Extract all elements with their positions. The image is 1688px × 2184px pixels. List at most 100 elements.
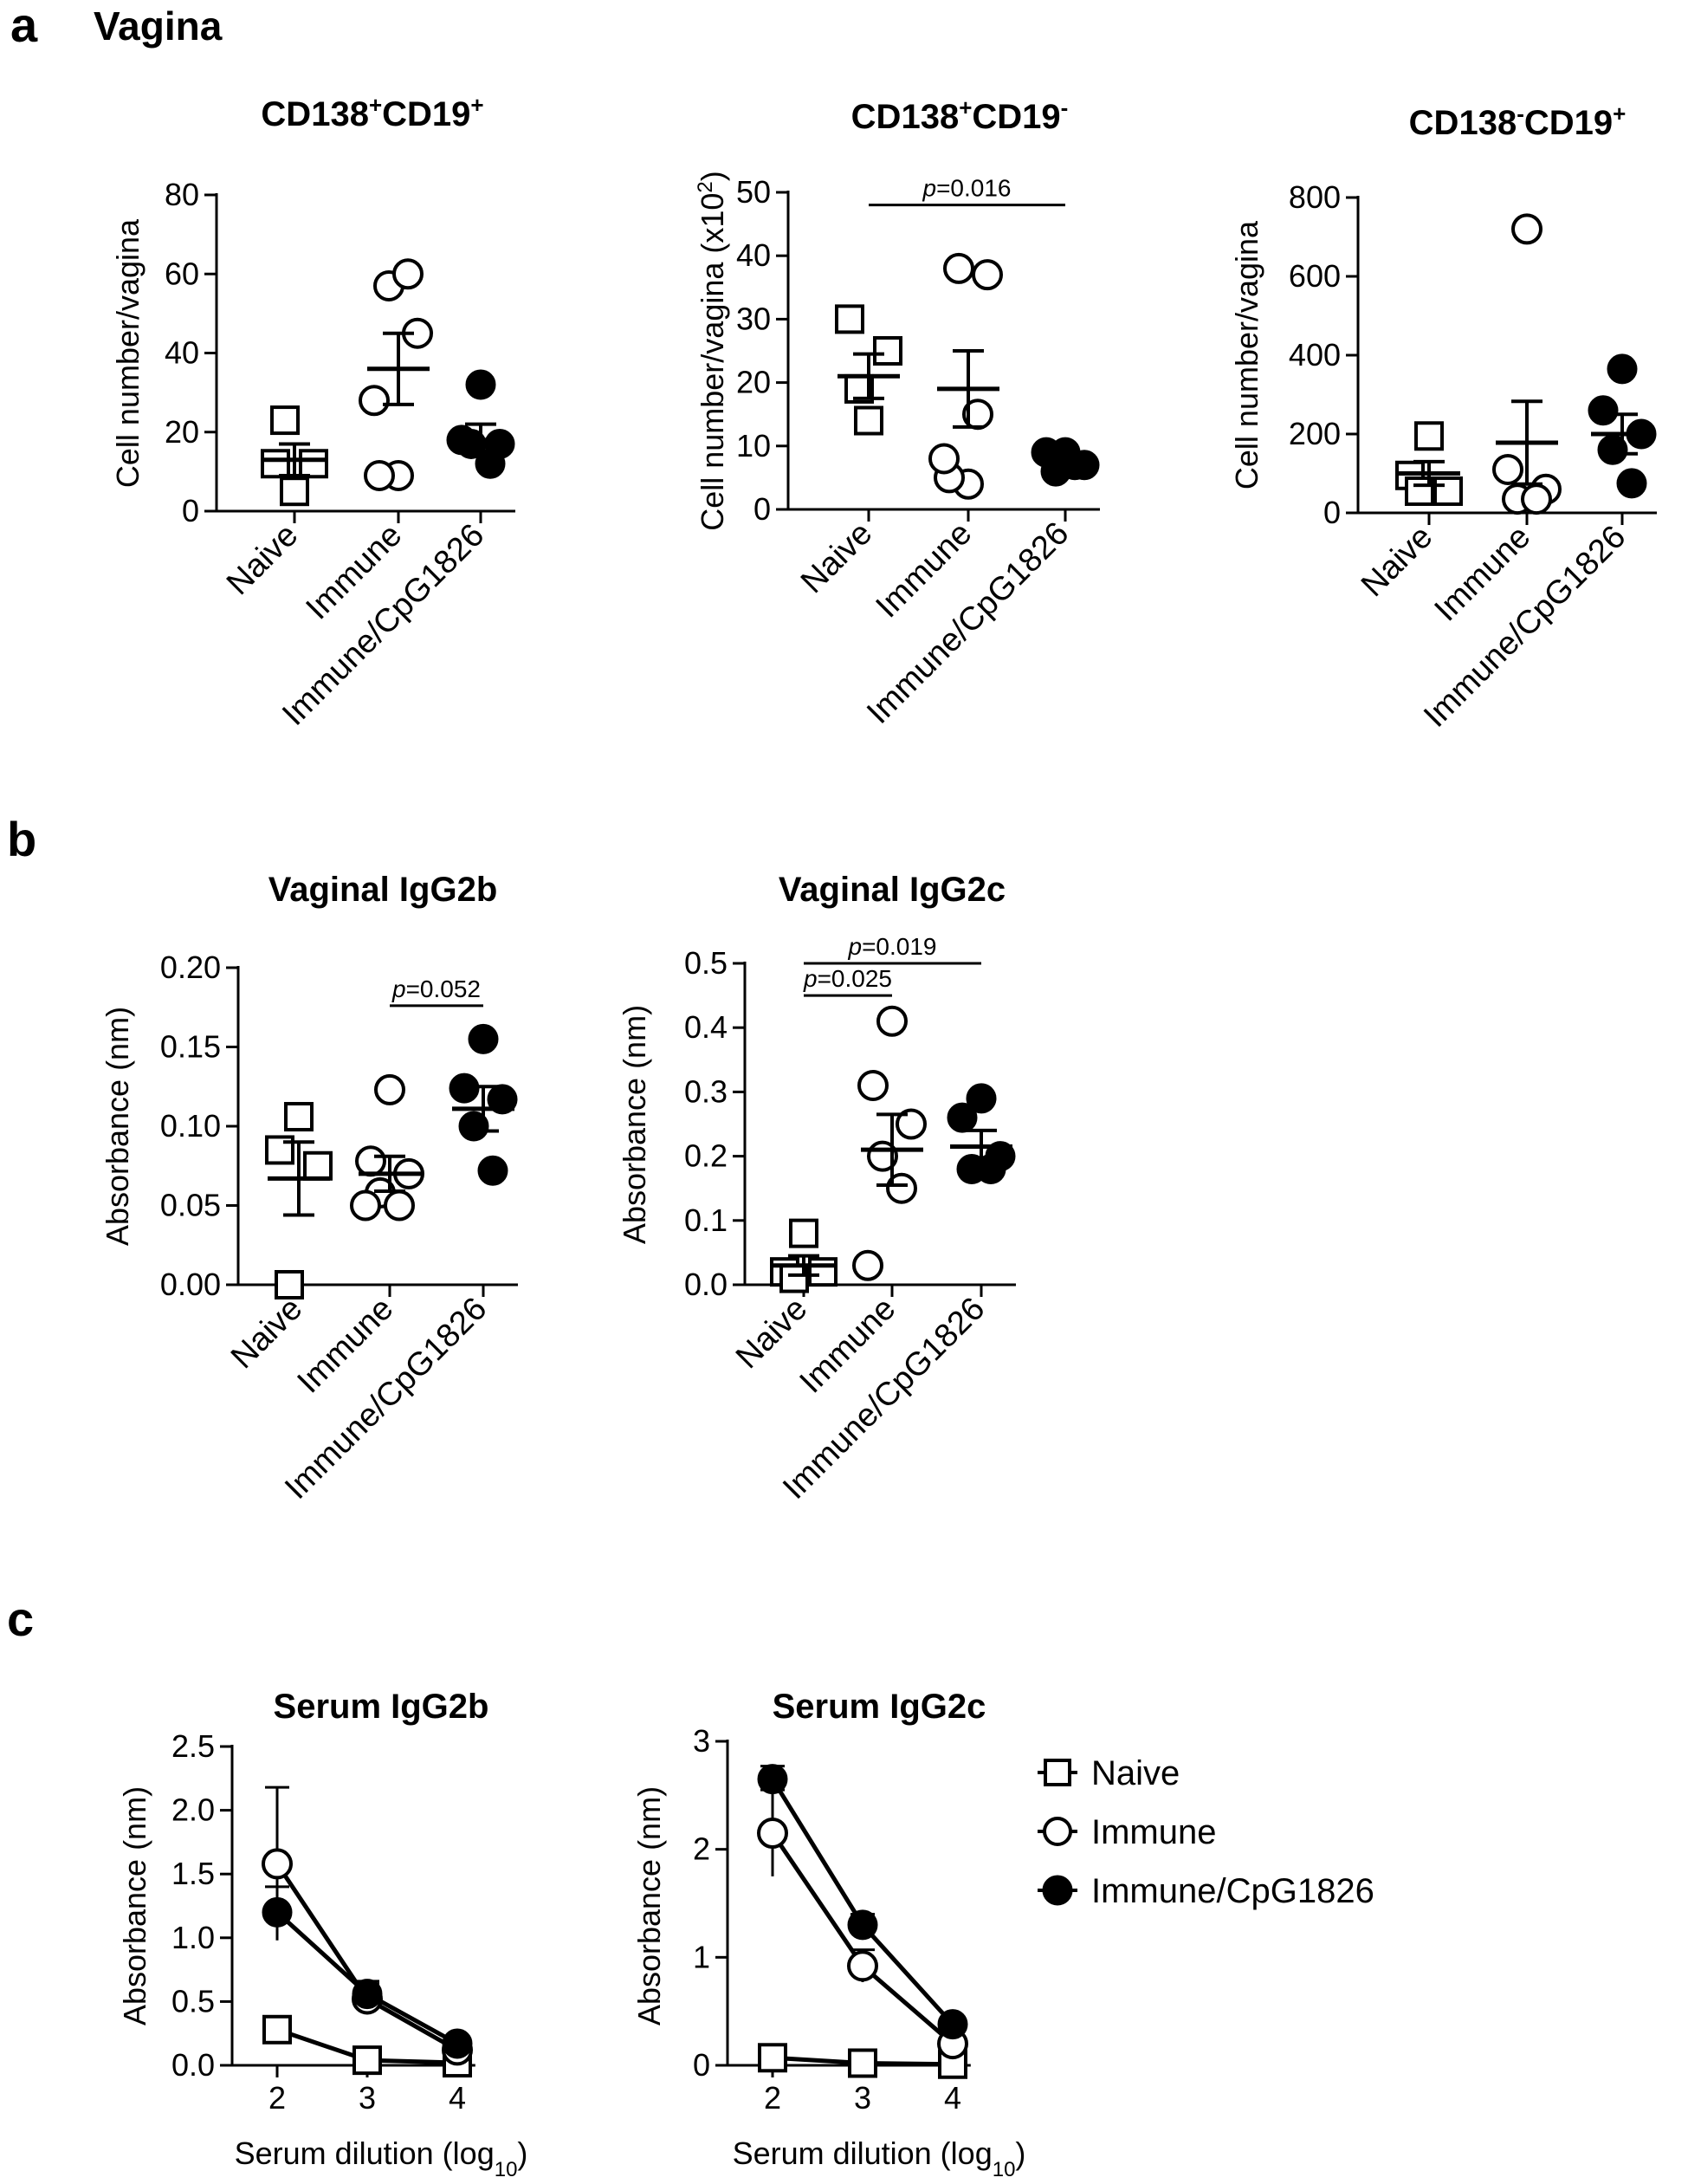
data-point-naive: [758, 2043, 787, 2073]
data-point-naive: [280, 476, 309, 507]
chart-vaginal-igg2c: Vaginal IgG2c Absorbance (nm) 0.0 0.1 0.2 0.3…: [617, 871, 1016, 1507]
y-axis-label: Cell number/vagina: [110, 218, 146, 488]
data-point-naive: [270, 405, 300, 436]
circle-open-icon: [1043, 1817, 1072, 1846]
chart-title: CD138+CD19-: [851, 94, 1069, 136]
panel-label-a: a: [10, 0, 38, 52]
x-tick-label: 4: [944, 2080, 961, 2116]
chart-cd138neg-cd19pos: CD138-CD19+ Cell number/vagina 0 200 400 600 8…: [1229, 100, 1657, 735]
data-point-immune-cpg1826: [487, 1084, 518, 1115]
data-point-immune: [1521, 483, 1552, 515]
data-point-naive: [848, 2048, 877, 2078]
chart-cd138pos-cd19neg: CD138+CD19- Cell number/vagina (x102) 0 10 2…: [694, 94, 1100, 731]
data-point-immune: [374, 1073, 405, 1105]
y-tick-label: 10: [736, 428, 771, 463]
panel-a-heading: Vagina: [94, 3, 223, 49]
y-tick-label: 1.0: [171, 1920, 215, 1955]
panel-label-c: c: [7, 1591, 34, 1646]
y-axis-label: Absorbance (nm): [617, 1005, 652, 1244]
y-tick-label: 80: [165, 177, 199, 212]
data-point-immune: [1511, 213, 1542, 245]
y-tick-label: 0.5: [171, 1983, 215, 2019]
y-tick-label: 3: [693, 1723, 710, 1759]
y-tick-label: 2.5: [171, 1728, 215, 1764]
p-value-label: p=0.052: [391, 975, 481, 1002]
y-tick-label: 600: [1289, 258, 1341, 294]
category-label-naive: Naive: [729, 1291, 814, 1376]
y-tick-label: 2.0: [171, 1792, 215, 1828]
chart-cd138pos-cd19pos: CD138+CD19+ Cell number/vagina 0 20 40 60 80 Na…: [110, 92, 515, 733]
p-value-label: p=0.025: [803, 965, 892, 992]
y-tick-label: 0.00: [160, 1267, 221, 1302]
y-tick-label: 0: [753, 491, 771, 527]
y-axis-label: Absorbance (nm): [100, 1007, 135, 1246]
data-point-naive: [352, 2045, 382, 2076]
chart-title: Vaginal IgG2c: [779, 871, 1006, 909]
y-axis-label: Absorbance (nm): [631, 1786, 667, 2025]
y-tick-label: 1.5: [171, 1856, 215, 1891]
data-point-naive: [303, 1150, 333, 1181]
y-tick-label: 1: [693, 1939, 710, 1974]
data-point-immune: [1492, 453, 1523, 485]
data-point-immune-cpg1826: [757, 1764, 788, 1795]
data-point-immune: [852, 1249, 883, 1281]
data-point-naive: [275, 1270, 304, 1299]
data-point-immune-cpg1826: [458, 1111, 489, 1142]
series-line-immune: [275, 1863, 459, 2052]
data-point-immune-cpg1826: [947, 1102, 978, 1133]
data-point-immune-cpg1826: [262, 1896, 293, 1928]
panel-label-b: b: [7, 812, 36, 866]
y-tick-label: 20: [165, 414, 199, 450]
data-point-immune: [972, 259, 1003, 291]
data-point-immune-cpg1826: [468, 1023, 499, 1054]
y-tick-label: 0.0: [171, 2047, 215, 2083]
data-point-immune: [757, 1817, 788, 1849]
y-tick-label: 0: [1323, 495, 1341, 530]
data-point-immune-cpg1826: [477, 1155, 508, 1186]
x-tick-label: 2: [764, 2080, 781, 2116]
chart-title: Serum IgG2b: [274, 1688, 489, 1726]
data-point-naive: [835, 304, 864, 334]
x-tick-label: 3: [854, 2080, 871, 2116]
legend-label-immune-cpg1826: Immune/CpG1826: [1091, 1872, 1374, 1910]
chart-title: CD138+CD19+: [261, 92, 483, 133]
data-point-naive: [1433, 476, 1463, 506]
y-tick-label: 50: [736, 174, 771, 210]
data-point-immune-cpg1826: [1607, 353, 1638, 385]
data-point-naive: [284, 1102, 314, 1132]
chart-serum-igg2b: Serum IgG2b Absorbance (nm) 0.0 0.5 1.0 1.5 2.…: [117, 1688, 527, 2181]
data-point-immune: [943, 252, 974, 284]
data-point-immune: [262, 1848, 293, 1880]
square-open-icon: [1044, 1759, 1071, 1786]
data-point-immune: [355, 1145, 386, 1177]
y-tick-label: 0.4: [684, 1009, 728, 1045]
y-tick-label: 400: [1289, 337, 1341, 373]
y-tick-label: 0.2: [684, 1138, 728, 1174]
y-tick-label: 200: [1289, 416, 1341, 451]
x-tick-label: 4: [449, 2080, 466, 2116]
category-label-naive: Naive: [1355, 519, 1439, 604]
legend-label-immune: Immune: [1091, 1813, 1217, 1851]
data-point-immune: [359, 385, 390, 417]
circle-filled-icon: [1042, 1875, 1073, 1906]
y-tick-label: 40: [165, 335, 199, 371]
data-point-immune-cpg1826: [966, 1083, 997, 1114]
y-tick-label: 0.1: [684, 1202, 728, 1238]
y-tick-label: 2: [693, 1831, 710, 1867]
data-point-immune: [364, 459, 395, 491]
category-label-naive: Naive: [220, 517, 305, 602]
category-label-naive: Naive: [224, 1291, 309, 1376]
chart-serum-igg2c: Serum IgG2c Absorbance (nm) 0 1 2 3 2 3 4 Serum d…: [631, 1688, 1025, 2181]
legend-item-immune-cpg1826: Immune/CpG1826: [1038, 1872, 1374, 1910]
chart-title: Vaginal IgG2b: [268, 871, 498, 909]
data-point-immune-cpg1826: [442, 2028, 473, 2059]
data-point-naive: [789, 1218, 818, 1248]
y-tick-label: 30: [736, 301, 771, 336]
data-point-immune-cpg1826: [847, 1909, 878, 1941]
y-tick-label: 800: [1289, 179, 1341, 215]
data-point-naive: [873, 336, 902, 366]
y-tick-label: 0.5: [684, 945, 728, 981]
data-point-immune: [857, 1069, 889, 1101]
data-point-naive: [262, 2014, 292, 2045]
